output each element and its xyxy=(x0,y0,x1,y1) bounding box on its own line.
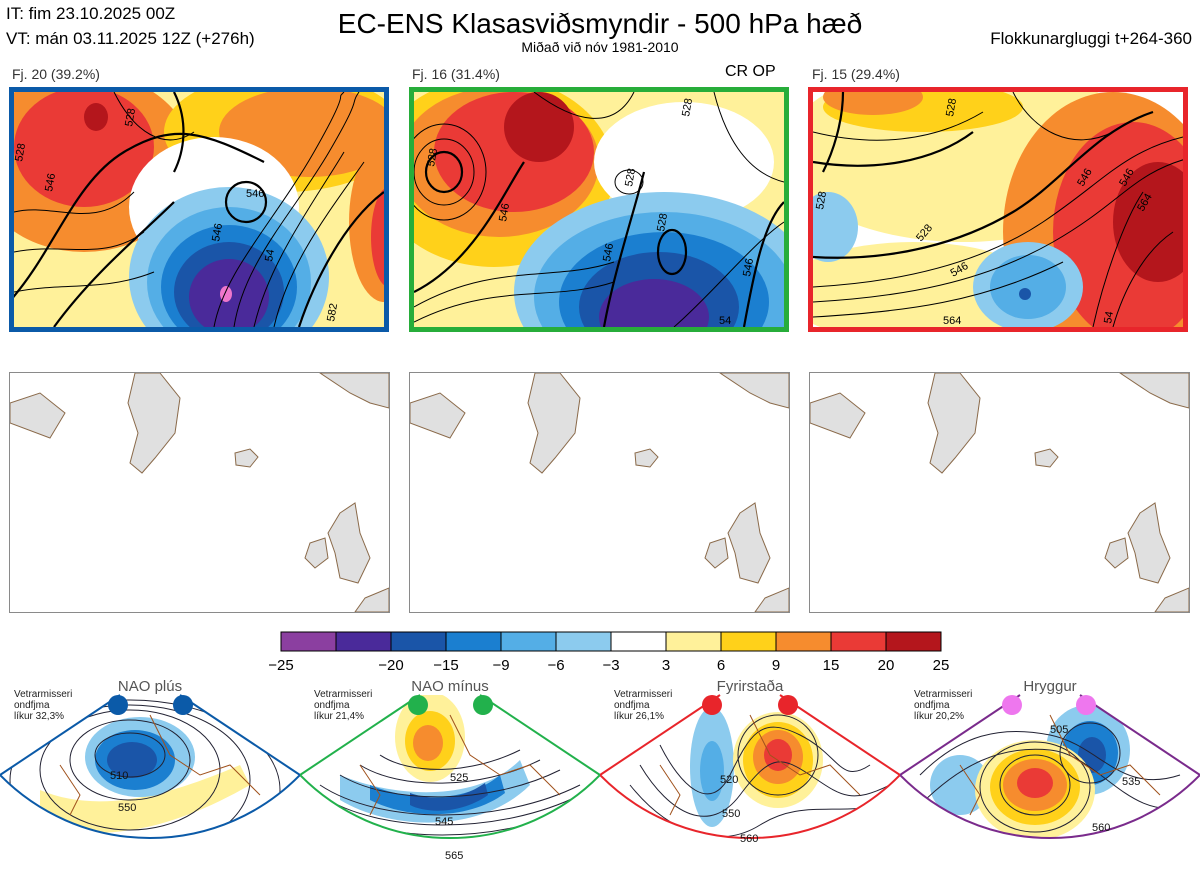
colorbar-swatch xyxy=(610,631,667,652)
colorbar-tick-label: −20 xyxy=(378,657,403,674)
page-title: EC-ENS Klasasviðsmyndir - 500 hPa hæð xyxy=(337,8,863,39)
cluster-contour-label: 54 xyxy=(719,315,731,327)
cluster-contour-label: 54 xyxy=(263,248,277,262)
valid-time: VT: mán 03.11.2025 12Z (+276h) xyxy=(6,29,255,48)
coastline-map-2 xyxy=(410,373,789,612)
regime-4-contour-label: 560 xyxy=(1092,822,1110,834)
regime-2-contour-label: 565 xyxy=(445,850,463,862)
colorbar-tick-label: 20 xyxy=(878,657,895,674)
regime-2-contour-label: 525 xyxy=(450,772,468,784)
colorbar-swatch xyxy=(555,631,612,652)
colorbar-swatch xyxy=(500,631,557,652)
colorbar-swatch xyxy=(775,631,832,652)
cluster-contour-label: 528 xyxy=(123,107,138,127)
regime-nao-minus: 525 545 565 NAO mínus Vetrarmisseri ondf… xyxy=(300,675,600,871)
colorbar-swatch xyxy=(665,631,722,652)
cluster-contour-label: 54 xyxy=(1102,310,1116,324)
cluster-2-field: 528 528 546 546 528 528 546 54 xyxy=(414,92,784,327)
page-subtitle: Miðað við nóv 1981-2010 xyxy=(521,39,679,55)
cluster-contour-label: 528 xyxy=(655,212,670,232)
colorbar-tick-label: 25 xyxy=(933,657,950,674)
coastline-map-3 xyxy=(810,373,1189,612)
regime-blocking: 520 550 560 Fyrirstaða Vetrarmisseri ond… xyxy=(600,675,900,871)
cluster-contour-label: 528 xyxy=(14,142,28,162)
colorbar: −25 −20 −15 −9 −6 −3 3 6 9 15 20 25 xyxy=(268,631,950,674)
regime-1-contour-label: 550 xyxy=(118,802,136,814)
cluster-contour-label: 546 xyxy=(741,257,756,277)
cluster-contour-label: 528 xyxy=(425,147,440,167)
coastline-map-1 xyxy=(10,373,389,612)
cluster-contour-label: 546 xyxy=(210,222,225,242)
regime-2-probability: Vetrarmisseri ondfjma líkur 21,4% xyxy=(314,689,373,722)
regime-3-contour-label: 550 xyxy=(722,808,740,820)
cluster-1-map: 528 546 528 546 546 54 582 xyxy=(9,87,389,332)
regime-ridge: 505 535 560 Hryggur Vetrarmisseri ondfjm… xyxy=(900,675,1200,871)
regime-3-probability: Vetrarmisseri ondfjma líkur 26,1% xyxy=(614,689,673,722)
cluster-1-field: 528 546 528 546 546 54 582 xyxy=(14,92,384,327)
regime-4-name: Hryggur xyxy=(1023,678,1077,695)
cr-op-label: CR OP xyxy=(725,63,776,80)
cluster-contour-label: 546 xyxy=(497,202,512,222)
init-time: IT: fim 23.10.2025 00Z xyxy=(6,4,176,23)
regime-4-contour-label: 505 xyxy=(1050,724,1068,736)
cluster-1-label: Fj. 20 (39.2%) xyxy=(12,66,100,82)
colorbar-swatch xyxy=(390,631,447,652)
anomaly-map-2 xyxy=(409,372,790,613)
regime-nao-plus: 510 550 NAO plús Vetrarmisseri ondfjma l… xyxy=(0,675,300,871)
cluster-contour-label: 564 xyxy=(943,315,961,327)
colorbar-swatch xyxy=(830,631,887,652)
colorbar-tick-label: 3 xyxy=(662,657,670,674)
regime-3-contour-label: 520 xyxy=(720,774,738,786)
colorbar-tick-label: 15 xyxy=(823,657,840,674)
regime-1-probability: Vetrarmisseri ondfjma líkur 32,3% xyxy=(14,689,73,722)
anomaly-map-1 xyxy=(9,372,390,613)
colorbar-swatch xyxy=(335,631,392,652)
cluster-contour-label: 582 xyxy=(325,302,340,322)
anomaly-map-3 xyxy=(809,372,1190,613)
regime-1-name: NAO plús xyxy=(117,678,183,695)
colorbar-tick-label: −25 xyxy=(268,657,293,674)
cluster-contour-label: 546 xyxy=(246,188,264,200)
cluster-contour-label: 546 xyxy=(601,242,616,262)
regime-1-contour-label: 510 xyxy=(110,770,128,782)
cluster-3-map: 528 528 546 528 546 564 546 564 54 xyxy=(808,87,1188,332)
colorbar-tick-label: −6 xyxy=(547,657,564,674)
cluster-contour-label: 528 xyxy=(623,167,638,187)
cluster-contour-label: 528 xyxy=(680,97,695,117)
colorbar-tick-label: −3 xyxy=(602,657,619,674)
colorbar-swatch xyxy=(445,631,502,652)
regime-3-name: Fyrirstaða xyxy=(716,678,784,695)
colorbar-tick-label: 9 xyxy=(772,657,780,674)
colorbar-tick-label: −15 xyxy=(433,657,458,674)
regime-4-probability: Vetrarmisseri ondfjma líkur 20,2% xyxy=(914,689,973,722)
regime-2-contour-label: 545 xyxy=(435,816,453,828)
cluster-contour-label: 528 xyxy=(814,190,829,210)
cluster-window: Flokkunargluggi t+264-360 xyxy=(990,29,1192,48)
regime-4-contour-label: 535 xyxy=(1122,776,1140,788)
colorbar-tick-label: 6 xyxy=(717,657,725,674)
regime-2-name: NAO mínus xyxy=(411,678,489,695)
cluster-3-label: Fj. 15 (29.4%) xyxy=(812,66,900,82)
colorbar-swatch xyxy=(280,631,337,652)
colorbar-swatch xyxy=(885,631,942,652)
regime-3-contour-label: 560 xyxy=(740,833,758,845)
cluster-2-map: 528 528 546 546 528 528 546 54 xyxy=(409,87,789,332)
cluster-2-label: Fj. 16 (31.4%) xyxy=(412,66,500,82)
colorbar-swatch xyxy=(720,631,777,652)
colorbar-tick-label: −9 xyxy=(492,657,509,674)
cluster-contour-label: 528 xyxy=(944,97,959,117)
cluster-contour-label: 546 xyxy=(43,172,58,192)
